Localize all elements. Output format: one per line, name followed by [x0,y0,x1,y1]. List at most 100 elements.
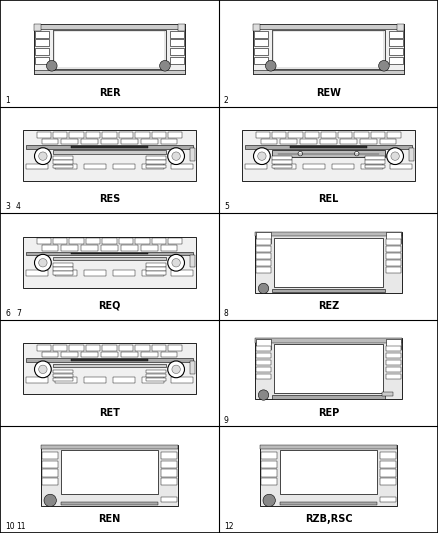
Bar [84,164,106,169]
Bar [389,39,403,46]
Bar [245,145,412,149]
Bar [272,165,292,168]
Text: RZB,RSC: RZB,RSC [305,514,352,524]
Circle shape [39,259,47,267]
Circle shape [298,151,303,156]
Circle shape [258,152,266,160]
Bar [254,232,403,236]
Circle shape [168,254,184,271]
Bar [61,502,158,505]
Bar [42,352,58,357]
Bar [142,164,164,169]
Bar [171,377,194,383]
Bar [113,270,135,276]
Bar [254,48,268,55]
Text: 7: 7 [16,309,21,318]
Bar [102,345,117,351]
Bar [135,345,149,351]
Bar [260,445,397,449]
Bar [380,139,396,144]
Bar [380,451,396,459]
Bar [274,238,383,287]
Bar [380,461,396,468]
Bar [53,271,73,274]
Bar [55,164,77,169]
Bar [141,139,158,144]
Bar [26,252,193,255]
Bar [254,31,268,38]
Bar [53,374,73,377]
Bar [119,238,133,245]
Bar [290,146,367,148]
Bar [354,132,368,138]
Bar [260,445,397,506]
Bar [34,23,185,75]
Bar [161,497,177,502]
Bar [26,145,193,149]
Bar [25,377,48,383]
Circle shape [354,151,359,156]
Circle shape [172,259,180,267]
Bar [141,246,158,251]
Bar [256,339,271,349]
Bar [146,374,166,377]
Bar [23,237,196,288]
Bar [168,132,183,138]
Bar [253,23,260,31]
Bar [119,345,133,351]
Bar [35,31,49,38]
Text: 1: 1 [5,96,10,104]
Bar [146,165,166,168]
Bar [146,369,166,373]
Bar [254,338,403,399]
Bar [161,451,177,459]
Bar [161,478,177,486]
Bar [41,445,178,506]
Bar [256,267,271,273]
Bar [256,232,271,243]
Bar [42,470,58,477]
Bar [71,359,148,361]
Circle shape [258,283,268,294]
Bar [152,132,166,138]
Bar [178,23,185,31]
Bar [280,450,377,494]
Bar [42,461,58,468]
Bar [261,461,277,468]
Text: REN: REN [99,514,120,524]
Bar [142,377,164,383]
Bar [365,156,385,160]
Bar [261,478,277,486]
Bar [272,395,385,399]
Bar [256,360,271,366]
Bar [161,139,177,144]
Circle shape [168,361,184,378]
Bar [255,132,270,138]
Bar [386,232,401,243]
Bar [25,164,48,169]
Bar [360,139,377,144]
Circle shape [263,494,276,506]
Bar [386,239,401,245]
Circle shape [258,390,268,400]
Bar [386,374,401,379]
Bar [170,56,184,64]
Bar [272,30,385,69]
Bar [389,48,403,55]
Bar [146,271,166,274]
Text: 6: 6 [5,309,10,318]
Bar [380,478,396,486]
Circle shape [391,152,399,160]
Bar [53,257,166,260]
Bar [386,267,401,273]
Bar [53,132,67,138]
Bar [387,132,402,138]
Bar [23,343,196,394]
Bar [36,345,51,351]
Bar [280,139,297,144]
Circle shape [39,365,47,374]
Bar [70,238,84,245]
Bar [272,160,292,164]
Bar [53,364,166,367]
Text: 3: 3 [5,203,10,211]
